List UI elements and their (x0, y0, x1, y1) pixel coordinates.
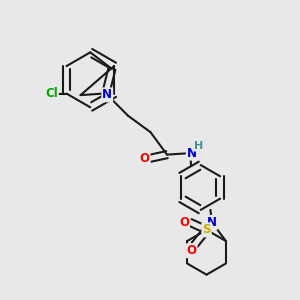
Text: O: O (140, 152, 150, 165)
Text: Cl: Cl (45, 87, 58, 100)
Text: N: N (187, 147, 197, 160)
Text: S: S (202, 224, 211, 236)
Text: O: O (179, 216, 189, 229)
Text: O: O (187, 244, 196, 257)
Text: N: N (207, 216, 217, 229)
Text: H: H (194, 141, 203, 151)
Text: N: N (102, 88, 112, 101)
